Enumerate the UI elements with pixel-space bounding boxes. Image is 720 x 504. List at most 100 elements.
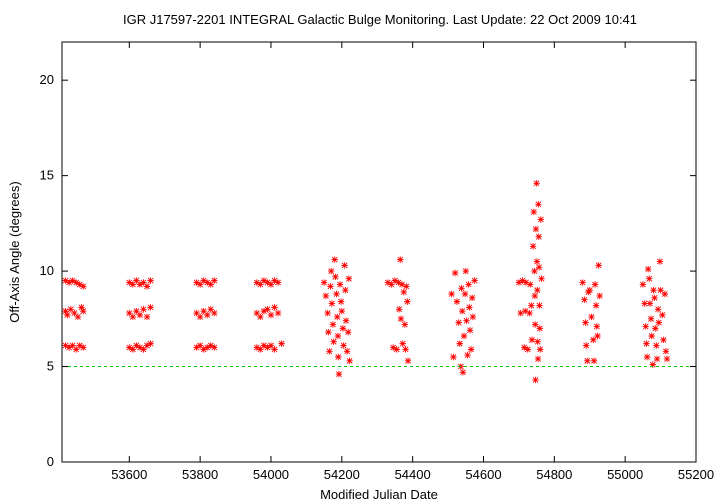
data-point [453,298,461,305]
data-point [147,340,154,347]
data-point [211,277,218,284]
data-point [340,342,347,349]
data-point [193,309,200,317]
data-point [596,292,603,300]
data-point [537,216,545,223]
data-point [531,292,539,300]
y-tick-label: 15 [40,168,54,183]
data-point [535,233,542,240]
data-point [346,357,353,365]
data-point [71,309,78,317]
data-point [458,285,465,292]
data-point [260,342,268,349]
data-point [579,279,586,286]
data-point [448,290,455,298]
data-point [74,313,82,321]
y-tick-label: 0 [47,454,54,469]
data-point [69,277,76,284]
data-point [260,277,268,284]
data-point [264,344,271,351]
data-point [143,342,151,349]
data-point [536,302,543,309]
data-point [62,307,69,315]
data-point [65,344,73,351]
x-tick-label: 55200 [678,467,714,482]
data-point [332,273,339,281]
data-point [322,292,330,300]
data-point [590,336,597,344]
axis-ticks: 53600 53800 54000 54200 54400 54600 54800 55000… [40,42,714,482]
data-point [143,283,151,290]
data-point [200,277,207,284]
data-point [196,342,204,349]
data-point [404,298,411,305]
data-point [126,309,133,317]
data-point [136,281,144,288]
data-point [517,309,524,317]
data-point [271,277,278,284]
data-point [462,267,469,275]
data-point [463,317,470,324]
y-tick-label: 10 [40,263,54,278]
data-point [271,304,278,311]
data-point [334,332,342,340]
data-point [656,258,664,265]
data-point [647,315,655,323]
data-point [211,344,218,351]
data-point [200,346,207,353]
data-point [126,279,133,286]
data-point [129,281,137,288]
data-point [531,321,539,328]
data-point [402,346,409,353]
data-point [329,321,337,328]
data-point [531,267,538,275]
data-point [450,353,457,361]
data-point [643,340,650,347]
x-tick-label: 53600 [111,467,147,482]
data-point [595,262,602,269]
data-point [207,342,214,349]
data-point [67,306,75,313]
data-point [267,311,275,319]
data-point [536,325,544,332]
data-point [522,307,529,315]
data-point [590,357,598,365]
data-point [211,309,218,317]
data-point [65,279,73,286]
data-point [196,313,204,321]
data-point [274,279,282,286]
data-point [662,348,670,355]
data-point [465,281,472,288]
x-tick-label: 55000 [607,467,643,482]
data-point [467,346,475,353]
data-point [336,281,344,288]
data-point [204,279,211,286]
data-point [335,370,343,378]
data-point [389,344,397,351]
data-point [650,286,657,294]
data-point [593,323,601,330]
data-point [581,296,588,303]
data-point [133,342,140,349]
x-tick-label: 54400 [395,467,431,482]
data-point [391,277,399,284]
data-point [466,327,474,334]
data-point [533,258,541,265]
data-point [592,302,600,309]
data-point [468,294,476,302]
data-point [459,307,466,315]
data-point [62,277,69,284]
data-point [260,307,268,315]
data-point [341,262,348,269]
data-point [253,344,261,351]
data-point [140,306,147,313]
data-point [337,298,345,305]
data-point [384,279,392,286]
data-point [133,307,140,315]
data-point [388,281,395,288]
data-point [200,307,207,315]
data-point [333,290,340,298]
data-point [653,342,660,349]
data-point [528,302,535,309]
